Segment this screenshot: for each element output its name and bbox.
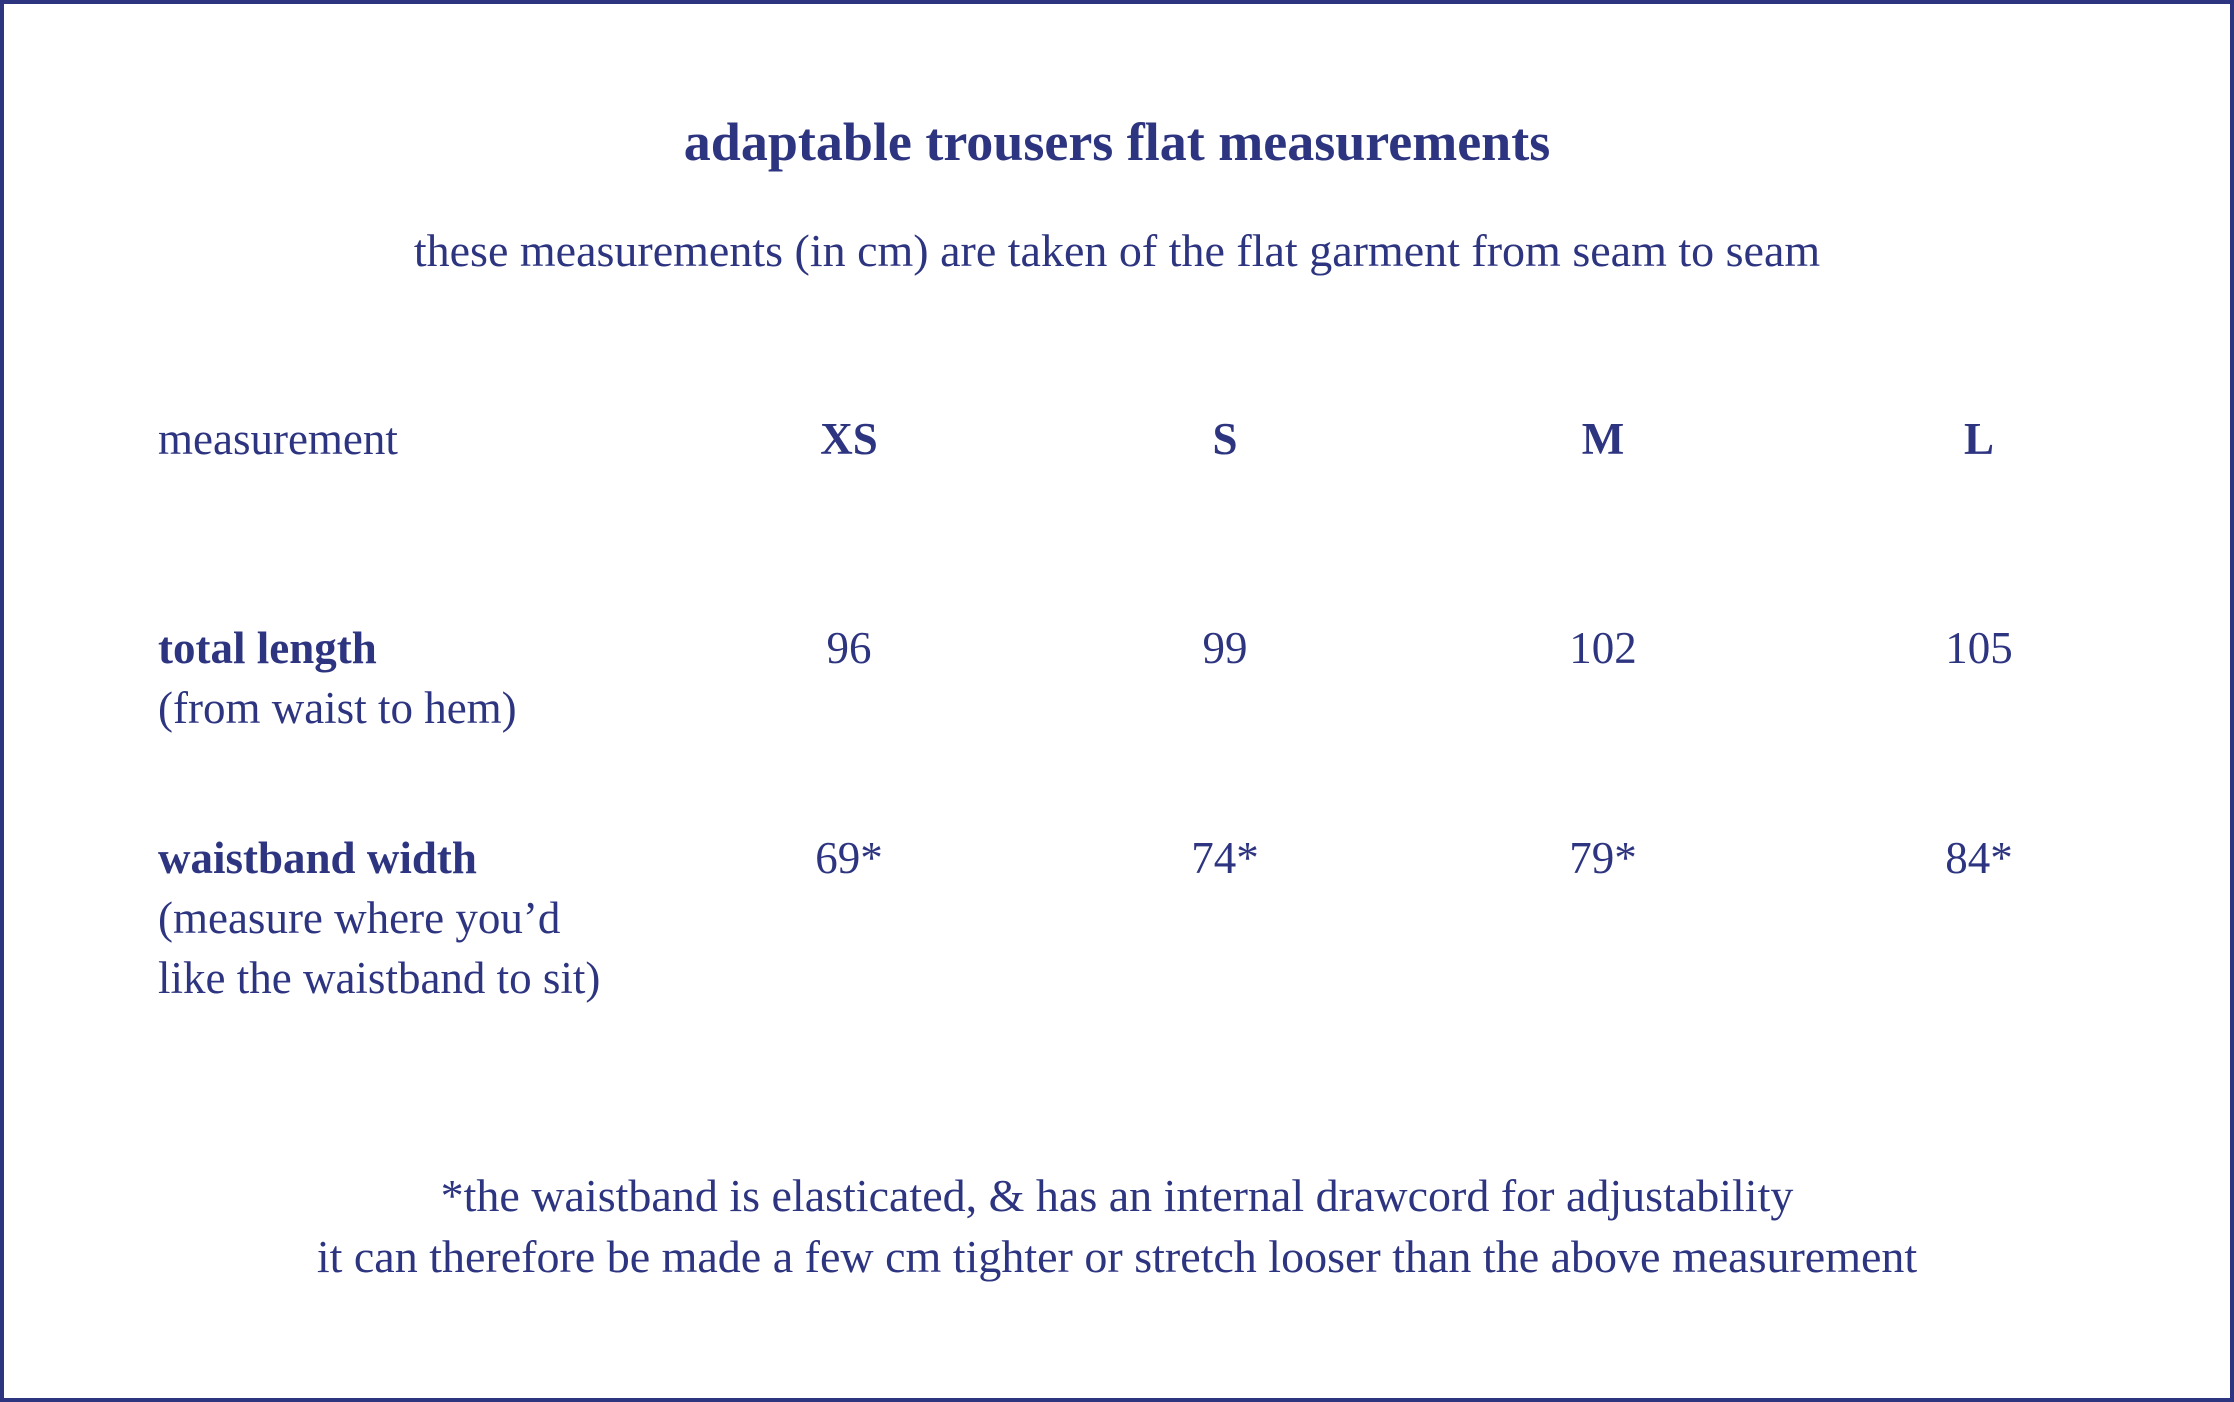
cell-value: 69* (815, 833, 883, 883)
cell-value: 84* (1945, 833, 2013, 883)
footnote-line: it can therefore be made a few cm tighte… (316, 1231, 1918, 1282)
cell-value: 102 (1569, 623, 1637, 673)
header-size-s: S (1212, 414, 1238, 464)
cell-value: 79* (1569, 833, 1637, 883)
cell-value: 96 (826, 623, 872, 673)
cell-value: 105 (1945, 623, 2013, 673)
footnote-line: *the waistband is elasticated, & has an … (440, 1170, 1794, 1221)
cell-value: 74* (1191, 833, 1259, 883)
header-measurement: measurement (158, 414, 398, 464)
row-note: like the waistband to sit) (158, 953, 601, 1003)
header-size-l: L (1963, 414, 1995, 464)
header-size-m: M (1581, 414, 1625, 464)
page-title: adaptable trousers flat measurements (683, 112, 1551, 172)
row-note: (from waist to hem) (158, 683, 517, 733)
header-size-xs: XS (820, 414, 878, 464)
row-name-total-length: total length (158, 623, 377, 673)
row-note: (measure where you’d (158, 893, 561, 943)
page-subtitle: these measurements (in cm) are taken of … (413, 225, 1821, 276)
cell-value: 99 (1202, 623, 1248, 673)
row-name-waistband-width: waistband width (158, 833, 477, 883)
